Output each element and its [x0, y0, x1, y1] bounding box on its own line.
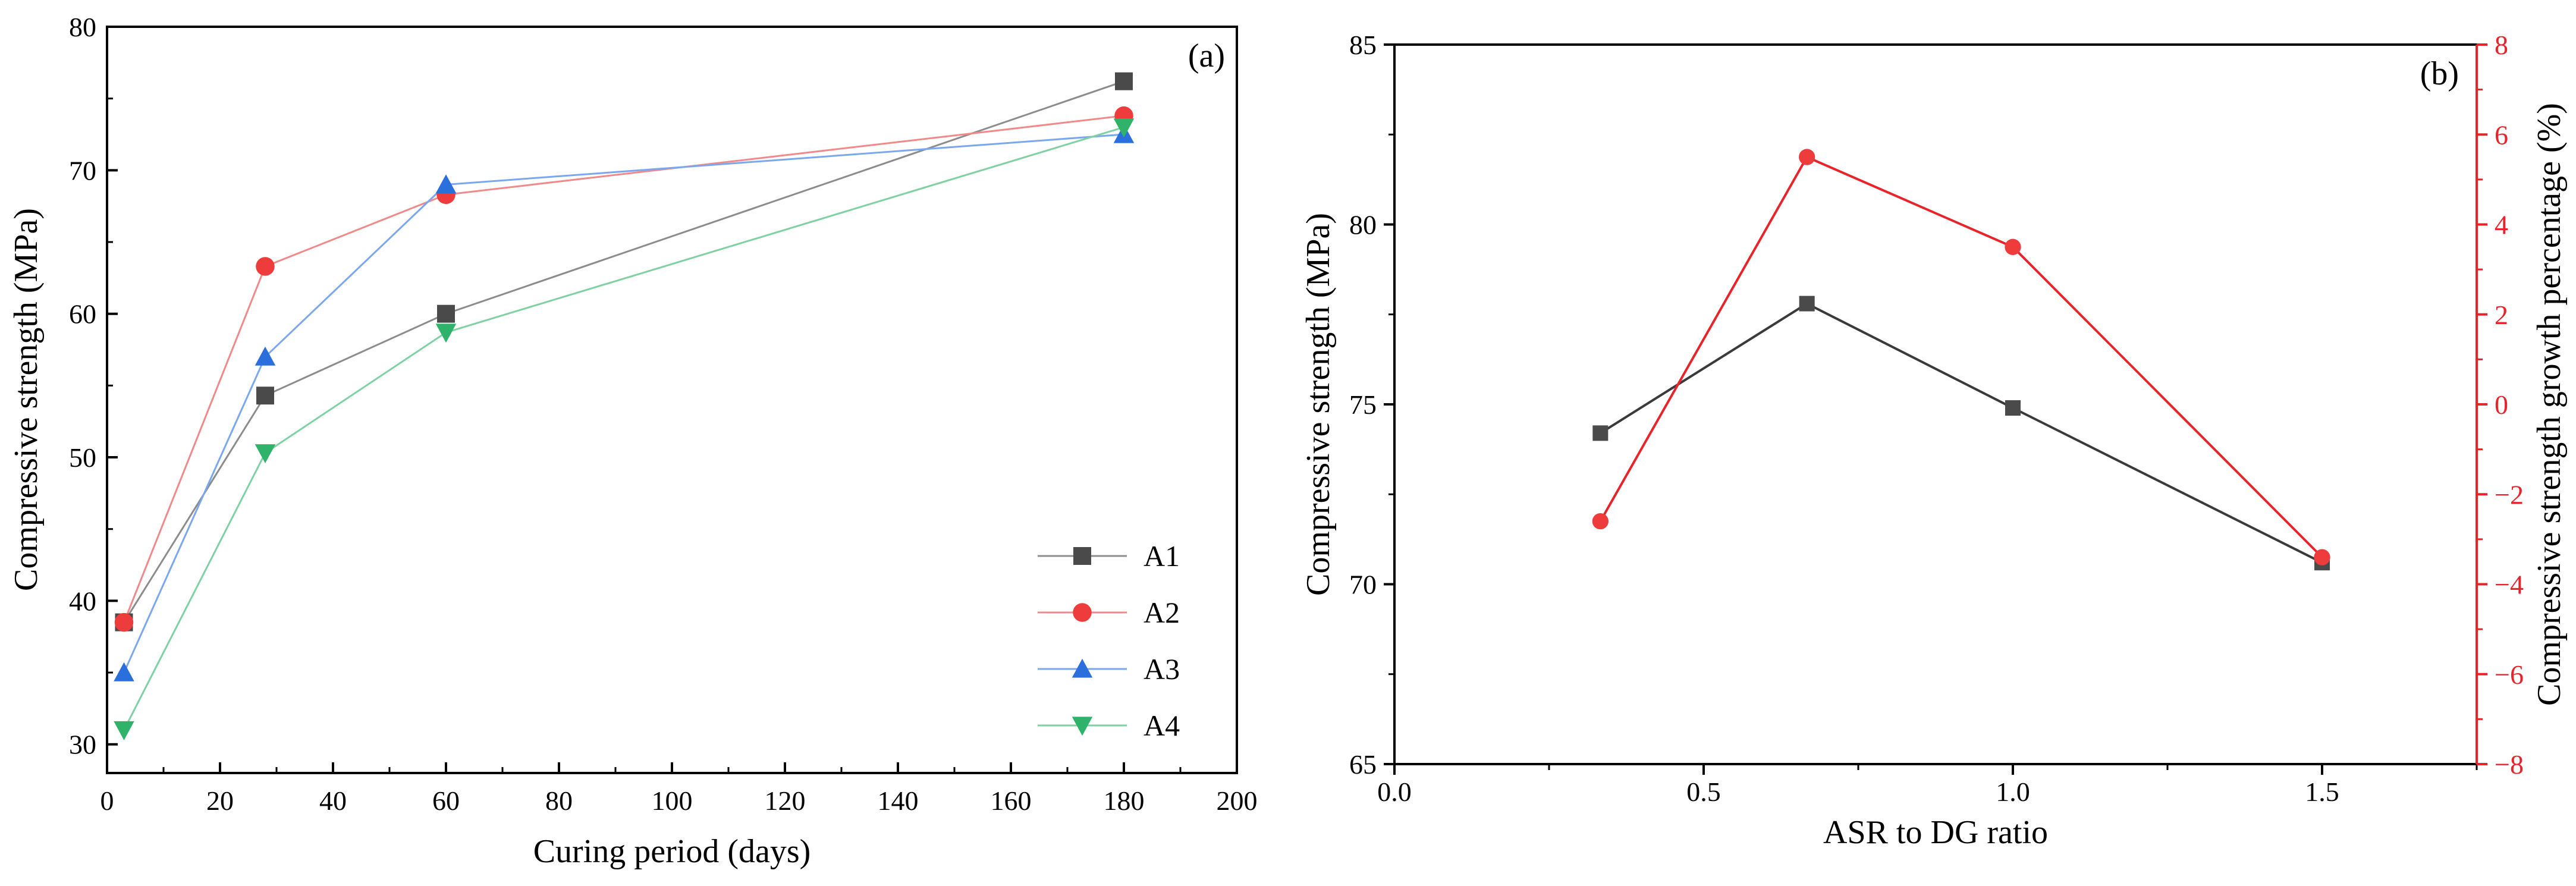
chart-a-x-tick-label: 180	[1104, 786, 1145, 816]
chart-a-x-tick-label: 60	[432, 786, 460, 816]
chart-b-y-tick-label-right: −8	[2495, 749, 2524, 780]
chart-a-series-A2-line	[123, 115, 1124, 623]
chart-a-legend-A3-label: A3	[1144, 652, 1180, 686]
chart-b: 0.0 0.5 1.0 1.5 65 70 75 80 85 −8 −6 −4 −2 0 2 4 6 8 (b…	[1300, 30, 2568, 851]
chart-a: 0 20 40 60 80 100 120 140 160 180 200 30 40 50 60 70 80…	[8, 12, 1258, 870]
chart-a-series-A4-point	[1113, 118, 1135, 138]
chart-b-x-tick-label: 1.0	[1996, 777, 2030, 807]
chart-b-series	[1592, 149, 2330, 571]
chart-a-x-tick-label: 20	[206, 786, 234, 816]
chart-a-x-axis-title: Curing period (days)	[533, 833, 811, 870]
chart-b-y-axis-title-right: Compressive strength growth percentage (…	[2531, 103, 2568, 706]
chart-a-x-tick-label: 120	[765, 786, 806, 816]
chart-a-series-A4-point	[435, 323, 457, 343]
chart-a-series-A2-point	[256, 257, 275, 276]
chart-a-series-A4-line	[123, 126, 1124, 731]
chart-b-y-tick-label-left: 85	[1349, 30, 1377, 60]
chart-a-series-A4-point	[255, 444, 276, 464]
chart-b-x-tick-label: 0.0	[1377, 777, 1412, 807]
chart-a-series-A1-point	[1115, 72, 1133, 90]
chart-b-x-tick-label: 1.5	[2305, 777, 2339, 807]
chart-a-y-tick-label: 40	[69, 586, 96, 616]
chart-a-y-axis-title: Compressive strength (MPa)	[8, 208, 45, 591]
chart-b-y-tick-label-left: 75	[1349, 389, 1377, 420]
chart-b-y-axis-left: 65 70 75 80 85	[1349, 30, 1394, 780]
chart-b-y-tick-label-right: −4	[2495, 570, 2524, 600]
chart-b-series-left-point	[1592, 425, 1609, 441]
chart-b-series-left-point	[2005, 400, 2021, 416]
chart-b-series-right-point	[1592, 513, 1609, 530]
chart-a-y-axis: 30 40 50 60 70 80	[69, 12, 118, 760]
chart-a-series-A3-point	[114, 662, 134, 681]
chart-a-series-A1-point	[256, 387, 274, 405]
chart-b-series-right-point	[2005, 238, 2021, 255]
chart-a-y-tick-label: 70	[69, 155, 96, 186]
chart-a-legend-A3-marker	[1072, 658, 1093, 678]
chart-a-series-A2-point	[114, 612, 134, 632]
chart-b-y-axis-right: −8 −6 −4 −2 0 2 4 6 8	[2477, 30, 2524, 780]
chart-b-y-tick-label-right: 4	[2495, 210, 2508, 240]
chart-b-y-tick-label-left: 70	[1349, 570, 1377, 600]
chart-a-series-A1-point	[437, 304, 455, 323]
chart-b-x-axis-title: ASR to DG ratio	[1823, 814, 2048, 851]
chart-a-y-tick-label: 60	[69, 299, 96, 329]
chart-a-x-tick-label: 160	[991, 786, 1032, 816]
chart-a-legend-A1-label: A1	[1144, 539, 1180, 573]
chart-a-y-tick-label: 50	[69, 442, 96, 473]
chart-a-x-tick-label: 140	[878, 786, 919, 816]
chart-a-series-A3-point	[255, 346, 276, 366]
chart-a-legend-A2-label: A2	[1144, 596, 1180, 629]
chart-a-y-tick-label: 80	[69, 12, 96, 42]
chart-a-series-A3-point	[435, 174, 457, 194]
chart-a-series-A4-point	[114, 721, 134, 740]
chart-a-x-tick-label: 100	[652, 786, 693, 816]
chart-b-series-right-line	[1599, 155, 2323, 558]
chart-a-series-A3-line	[123, 133, 1124, 673]
chart-a-series-A1-line	[123, 80, 1124, 623]
chart-a-x-tick-label: 40	[319, 786, 347, 816]
chart-a-legend-A2-marker	[1073, 603, 1092, 622]
chart-b-y-tick-label-right: −2	[2495, 479, 2524, 510]
chart-a-legend-A1-marker	[1073, 547, 1091, 565]
chart-a-x-tick-label: 200	[1217, 786, 1258, 816]
chart-a-legend-A4-marker	[1072, 717, 1093, 736]
chart-b-panel-label: (b)	[2420, 55, 2459, 92]
chart-a-x-tick-label: 80	[545, 786, 573, 816]
chart-a-x-axis: 0 20 40 60 80 100 120 140 160 180 200	[100, 762, 1258, 816]
chart-b-y-axis-title-left: Compressive strength (MPa)	[1300, 213, 1337, 596]
chart-b-x-tick-label: 0.5	[1686, 777, 1721, 807]
chart-a-series	[114, 72, 1135, 740]
chart-a-legend-A4-label: A4	[1144, 709, 1180, 742]
chart-b-y-tick-label-right: 2	[2495, 300, 2508, 330]
chart-b-y-tick-label-left: 80	[1349, 210, 1377, 240]
chart-b-y-tick-label-right: 0	[2495, 389, 2508, 420]
chart-b-y-tick-label-right: 6	[2495, 120, 2508, 150]
chart-a-y-tick-label: 30	[69, 730, 96, 760]
chart-b-y-tick-label-right: 8	[2495, 30, 2508, 60]
chart-b-x-axis: 0.0 0.5 1.0 1.5	[1377, 764, 2478, 807]
chart-b-series-left-line	[1600, 302, 2323, 564]
chart-b-series-right-point	[1799, 149, 1815, 165]
chart-b-y-tick-label-right: −6	[2495, 659, 2524, 690]
chart-b-series-left-point	[1799, 296, 1815, 312]
chart-b-y-tick-label-left: 65	[1349, 749, 1377, 780]
chart-a-legend: A1 A2 A3 A4	[1038, 539, 1180, 742]
chart-a-panel-label: (a)	[1188, 37, 1225, 74]
chart-a-x-tick-label: 0	[100, 786, 114, 816]
chart-b-series-right-point	[2314, 549, 2330, 565]
